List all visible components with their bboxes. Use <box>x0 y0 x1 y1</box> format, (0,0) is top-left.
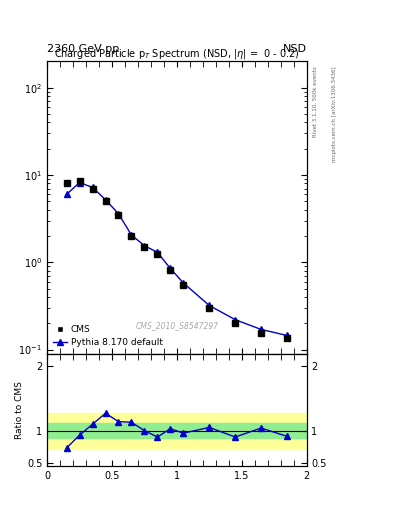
Y-axis label: Ratio to CMS: Ratio to CMS <box>15 381 24 439</box>
Legend: CMS, Pythia 8.170 default: CMS, Pythia 8.170 default <box>51 323 164 349</box>
Text: 2360 GeV pp: 2360 GeV pp <box>47 44 119 54</box>
Title: Charged Particle p$_T$ Spectrum (NSD, |$\eta$| =  0 - 0.2): Charged Particle p$_T$ Spectrum (NSD, |$… <box>54 48 299 61</box>
Text: NSD: NSD <box>283 44 307 54</box>
Text: mcplots.cern.ch [arXiv:1306.3436]: mcplots.cern.ch [arXiv:1306.3436] <box>332 67 337 162</box>
Text: Rivet 3.1.10, 500k events: Rivet 3.1.10, 500k events <box>312 67 318 137</box>
Text: CMS_2010_S8547297: CMS_2010_S8547297 <box>135 321 219 330</box>
